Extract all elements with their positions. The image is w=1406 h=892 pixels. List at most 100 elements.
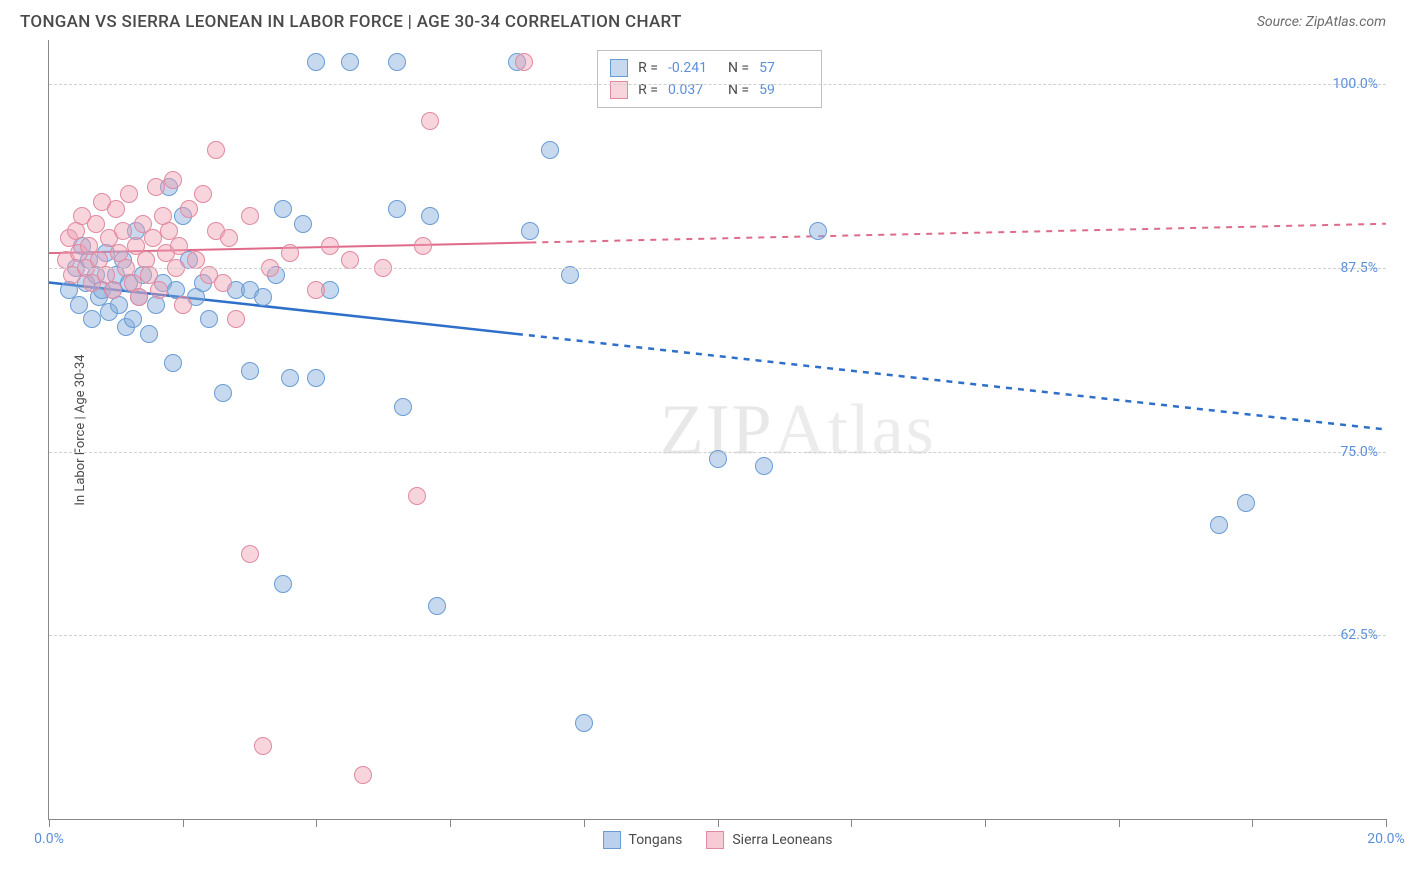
legend-swatch <box>706 831 724 849</box>
scatter-marker <box>521 222 539 240</box>
scatter-marker <box>194 185 212 203</box>
scatter-marker <box>307 369 325 387</box>
gridline-h <box>49 268 1386 269</box>
scatter-marker <box>575 714 593 732</box>
trend-line <box>530 224 1386 243</box>
chart-area: In Labor Force | Age 30-34 ZIPAtlas R =-… <box>48 40 1386 820</box>
scatter-marker <box>421 112 439 130</box>
x-tick <box>1252 819 1253 827</box>
scatter-marker <box>809 222 827 240</box>
scatter-marker <box>164 354 182 372</box>
scatter-marker <box>144 229 162 247</box>
scatter-marker <box>107 200 125 218</box>
x-tick <box>584 819 585 827</box>
scatter-marker <box>515 53 533 71</box>
scatter-marker <box>114 222 132 240</box>
series-legend-label: Sierra Leoneans <box>732 832 832 848</box>
x-tick <box>316 819 317 827</box>
legend-r-label: R = <box>638 60 658 76</box>
scatter-marker <box>755 457 773 475</box>
scatter-marker <box>394 398 412 416</box>
scatter-marker <box>408 487 426 505</box>
x-tick <box>718 819 719 827</box>
scatter-marker <box>321 237 339 255</box>
chart-title: TONGAN VS SIERRA LEONEAN IN LABOR FORCE … <box>20 12 682 32</box>
scatter-marker <box>87 215 105 233</box>
scatter-marker <box>341 251 359 269</box>
x-tick <box>450 819 451 827</box>
scatter-marker <box>354 766 372 784</box>
x-tick <box>851 819 852 827</box>
scatter-marker <box>207 141 225 159</box>
scatter-marker <box>147 178 165 196</box>
chart-source: Source: ZipAtlas.com <box>1257 14 1386 30</box>
scatter-marker <box>421 207 439 225</box>
scatter-marker <box>150 281 168 299</box>
x-tick-label: 0.0% <box>34 831 64 847</box>
scatter-marker <box>170 237 188 255</box>
legend-n-label: N = <box>728 60 749 76</box>
plot-area <box>49 40 1386 819</box>
scatter-marker <box>274 575 292 593</box>
scatter-marker <box>214 274 232 292</box>
legend-n-value: 57 <box>759 60 809 76</box>
scatter-marker <box>341 53 359 71</box>
correlation-legend-box: R = -0.241 N = 57 R =0.037N =59 <box>597 50 822 108</box>
scatter-marker <box>388 200 406 218</box>
legend-row: R = -0.241 N = 57 <box>610 57 809 79</box>
legend-swatch <box>610 59 628 77</box>
gridline-h <box>49 452 1386 453</box>
series-legend-item: Tongans <box>603 831 683 849</box>
scatter-marker <box>124 310 142 328</box>
scatter-marker <box>214 384 232 402</box>
scatter-marker <box>180 200 198 218</box>
scatter-marker <box>1237 494 1255 512</box>
scatter-marker <box>307 53 325 71</box>
trend-lines-svg <box>49 40 1386 819</box>
x-tick <box>1386 819 1387 827</box>
scatter-marker <box>428 597 446 615</box>
scatter-marker <box>241 207 259 225</box>
scatter-marker <box>414 237 432 255</box>
scatter-marker <box>254 288 272 306</box>
scatter-marker <box>1210 516 1228 534</box>
scatter-marker <box>104 281 122 299</box>
scatter-marker <box>541 141 559 159</box>
legend-r-value: -0.241 <box>668 60 718 76</box>
scatter-marker <box>227 310 245 328</box>
gridline-h <box>49 84 1386 85</box>
scatter-marker <box>187 251 205 269</box>
scatter-marker <box>561 266 579 284</box>
x-tick <box>183 819 184 827</box>
scatter-marker <box>130 288 148 306</box>
y-tick-label: 75.0% <box>1340 444 1378 460</box>
scatter-marker <box>164 171 182 189</box>
scatter-marker <box>200 310 218 328</box>
scatter-marker <box>294 215 312 233</box>
y-tick-label: 100.0% <box>1333 76 1378 92</box>
scatter-marker <box>140 325 158 343</box>
y-tick-label: 87.5% <box>1340 260 1378 276</box>
gridline-h <box>49 635 1386 636</box>
scatter-marker <box>241 545 259 563</box>
x-tick-label: 20.0% <box>1367 831 1405 847</box>
x-tick <box>985 819 986 827</box>
series-legend-label: Tongans <box>629 832 683 848</box>
scatter-marker <box>241 362 259 380</box>
scatter-marker <box>70 296 88 314</box>
scatter-marker <box>281 244 299 262</box>
series-legend-item: Sierra Leoneans <box>706 831 832 849</box>
scatter-marker <box>174 296 192 314</box>
scatter-marker <box>388 53 406 71</box>
y-tick-label: 62.5% <box>1340 627 1378 643</box>
legend-row: R =0.037N =59 <box>610 79 809 101</box>
scatter-marker <box>274 200 292 218</box>
scatter-marker <box>220 229 238 247</box>
chart-header: TONGAN VS SIERRA LEONEAN IN LABOR FORCE … <box>0 0 1406 40</box>
x-tick <box>49 819 50 827</box>
scatter-marker <box>709 450 727 468</box>
scatter-marker <box>120 185 138 203</box>
scatter-marker <box>254 737 272 755</box>
scatter-marker <box>281 369 299 387</box>
scatter-marker <box>83 310 101 328</box>
